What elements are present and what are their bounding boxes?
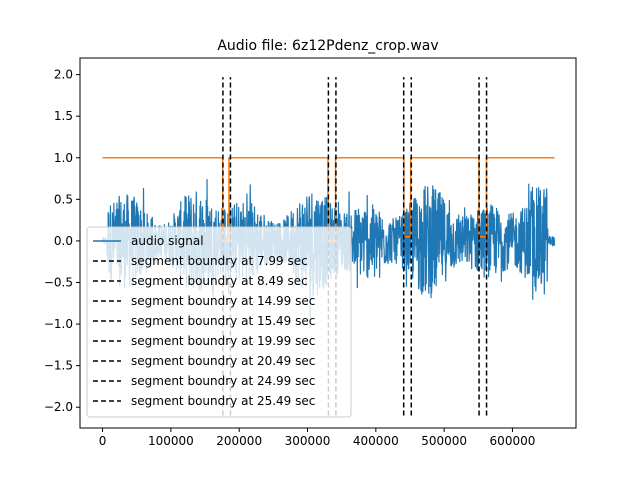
y-tick-label: 1.5 xyxy=(54,109,73,123)
x-tick-label: 0 xyxy=(99,434,107,448)
legend-label: segment boundry at 7.99 sec xyxy=(131,254,308,268)
y-tick-label: 0.5 xyxy=(54,192,73,206)
legend-label: segment boundry at 14.99 sec xyxy=(131,294,315,308)
legend: audio signal segment boundry at 7.99 sec s… xyxy=(86,226,352,418)
legend-label: segment boundry at 15.49 sec xyxy=(131,314,315,328)
y-axis: 2.0 1.5 1.0 0.5 0.0 −0.5 −1.0 −1.5 −2.0 xyxy=(44,68,80,414)
y-tick-label: −2.0 xyxy=(44,400,73,414)
x-tick-label: 100000 xyxy=(148,434,194,448)
y-tick-label: 1.0 xyxy=(54,151,73,165)
legend-label: segment boundry at 24.99 sec xyxy=(131,374,315,388)
y-tick-label: 2.0 xyxy=(54,68,73,82)
x-axis: 0 100000 200000 300000 400000 500000 600000 xyxy=(99,428,536,448)
x-tick-label: 400000 xyxy=(353,434,399,448)
y-tick-label: −0.5 xyxy=(44,275,73,289)
x-tick-label: 200000 xyxy=(216,434,262,448)
legend-label: segment boundry at 19.99 sec xyxy=(131,334,315,348)
x-tick-label: 300000 xyxy=(285,434,331,448)
y-tick-label: −1.5 xyxy=(44,359,73,373)
legend-label: segment boundry at 25.49 sec xyxy=(131,394,315,408)
y-tick-label: 0.0 xyxy=(54,234,73,248)
chart-title: Audio file: 6z12Pdenz_crop.wav xyxy=(217,38,438,54)
axes-frame xyxy=(79,57,577,429)
y-tick-label: −1.0 xyxy=(44,317,73,331)
x-tick-label: 600000 xyxy=(490,434,536,448)
legend-box xyxy=(86,226,352,418)
legend-label: audio signal xyxy=(131,234,204,248)
x-tick-label: 500000 xyxy=(421,434,467,448)
legend-label: segment boundry at 20.49 sec xyxy=(131,354,315,368)
legend-label: segment boundry at 8.49 sec xyxy=(131,274,308,288)
